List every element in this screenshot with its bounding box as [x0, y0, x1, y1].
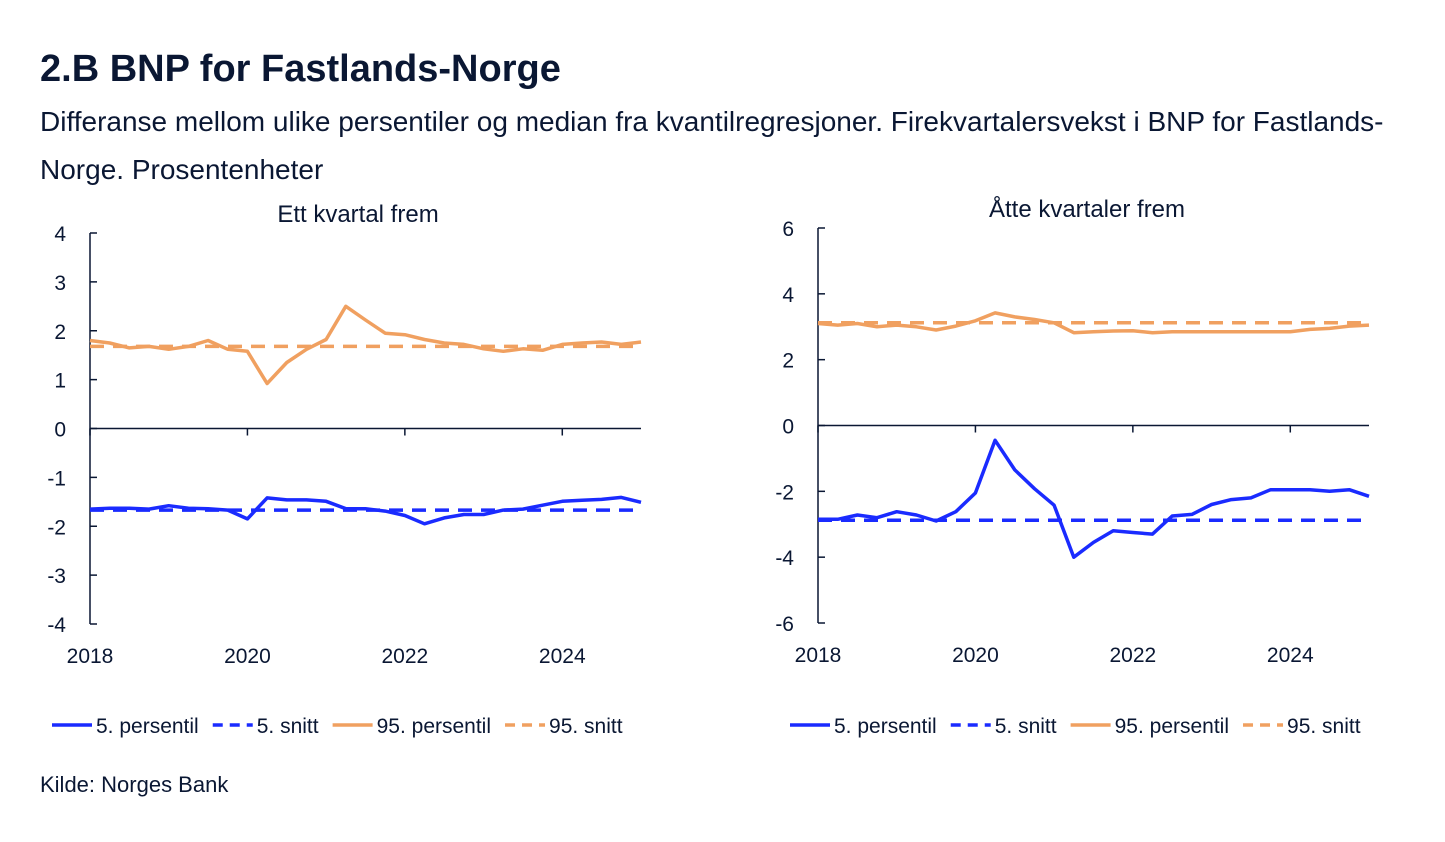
- x-tick-label: 2020: [952, 644, 999, 667]
- y-tick-label: 4: [782, 284, 794, 307]
- panel-title: Ett kvartal frem: [277, 201, 438, 228]
- x-tick-label: 2022: [1109, 644, 1156, 667]
- x-tick-label: 2018: [795, 644, 842, 667]
- y-tick-label: 2: [54, 321, 66, 344]
- y-tick-label: -2: [47, 516, 66, 539]
- y-tick-label: 6: [782, 218, 794, 241]
- y-tick-label: 0: [54, 419, 66, 442]
- y-tick-label: 3: [54, 272, 66, 295]
- source-note: Kilde: Norges Bank: [40, 772, 229, 797]
- y-tick-label: -4: [775, 547, 794, 570]
- panel-title: Åtte kvartaler frem: [989, 195, 1185, 223]
- chart-subtitle: Differanse mellom ulike persentiler og m…: [40, 106, 1384, 185]
- legend-label: 5. snitt: [257, 715, 319, 738]
- legend: 5. persentil 5. snitt 95. persentil 95. sni…: [52, 715, 623, 738]
- legend-label: 5. persentil: [834, 715, 937, 738]
- panel-2: Åtte kvartaler frem -6 -4 -2 0 2 4 6 2018 2020 202…: [775, 195, 1370, 738]
- series-line-5-persentil: [89, 495, 642, 526]
- legend-label: 5. persentil: [96, 715, 199, 738]
- x-tick-label: 2024: [1267, 644, 1314, 667]
- panel-1: Ett kvartal frem -4 -3 -2 -1 0 1 2 3 4 2018 2020 202…: [47, 201, 642, 738]
- legend-label: 5. snitt: [995, 715, 1057, 738]
- y-tick-label: -2: [775, 481, 794, 504]
- y-tick-label: 4: [54, 223, 66, 246]
- y-tick-label: -1: [47, 467, 66, 490]
- y-tick-label: 1: [54, 370, 66, 393]
- y-tick-label: 0: [782, 416, 794, 439]
- legend-label: 95. snitt: [549, 715, 623, 738]
- legend-label: 95. snitt: [1287, 715, 1361, 738]
- legend: 5. persentil 5. snitt 95. persentil 95. sni…: [790, 715, 1361, 738]
- x-tick-label: 2024: [539, 645, 586, 668]
- x-tick-label: 2020: [224, 645, 271, 668]
- series-line-95-persentil: [817, 311, 1370, 335]
- x-tick-label: 2018: [67, 645, 114, 668]
- series-line-95-persentil: [89, 304, 642, 386]
- y-tick-label: -4: [47, 614, 66, 637]
- legend-label: 95. persentil: [377, 715, 491, 738]
- y-tick-label: 2: [782, 350, 794, 373]
- series-line-5-persentil: [818, 438, 1370, 559]
- chart-title: 2.B BNP for Fastlands-Norge: [40, 48, 561, 90]
- y-tick-label: -3: [47, 565, 66, 588]
- x-tick-label: 2022: [381, 645, 428, 668]
- y-tick-label: -6: [775, 613, 794, 636]
- legend-label: 95. persentil: [1115, 715, 1229, 738]
